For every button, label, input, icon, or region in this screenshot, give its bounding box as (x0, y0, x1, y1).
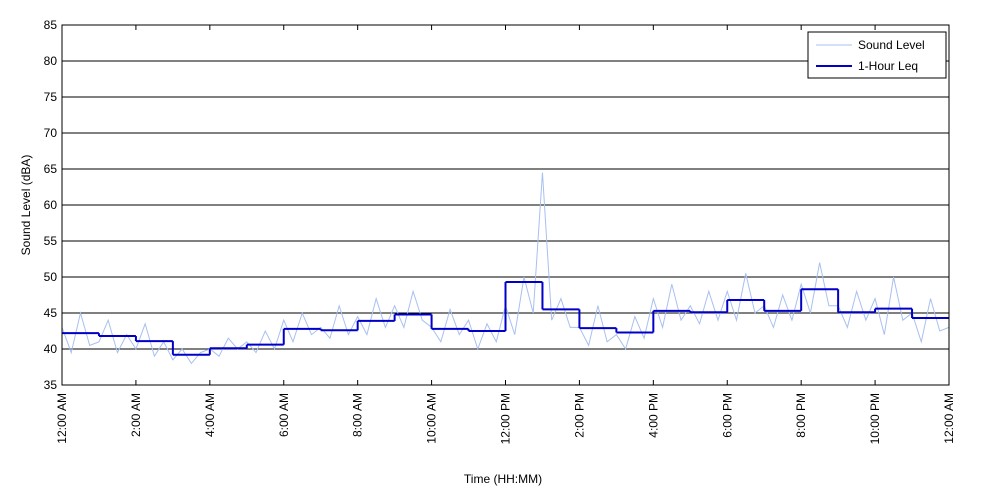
x-tick-label: 6:00 PM (720, 393, 734, 438)
y-tick-label: 85 (44, 18, 58, 32)
legend-label: 1-Hour Leq (858, 59, 918, 73)
y-tick-label: 70 (44, 126, 58, 140)
x-tick-label: 2:00 AM (129, 393, 143, 437)
y-tick-label: 65 (44, 162, 58, 176)
x-tick-label: 8:00 AM (351, 393, 365, 437)
y-tick-label: 55 (44, 234, 58, 248)
x-tick-label: 4:00 AM (203, 393, 217, 437)
x-tick-label: 2:00 PM (572, 393, 586, 438)
y-tick-label: 45 (44, 306, 58, 320)
plot-frame (61, 24, 950, 386)
legend-label: Sound Level (858, 38, 925, 52)
x-tick-label: 12:00 AM (55, 393, 69, 444)
x-tick-label: 10:00 PM (868, 393, 882, 444)
x-tick-label: 12:00 PM (499, 393, 513, 444)
y-tick-label: 60 (44, 198, 58, 212)
legend-box (807, 31, 947, 79)
x-tick-label: 4:00 PM (646, 393, 660, 438)
y-tick-label: 80 (44, 54, 58, 68)
x-tick-label: 12:00 AM (942, 393, 956, 444)
y-tick-label: 75 (44, 90, 58, 104)
x-tick-label: 6:00 AM (277, 393, 291, 437)
x-axis-label: Time (HH:MM) (464, 472, 542, 486)
y-tick-label: 40 (44, 342, 58, 356)
y-axis-label: Sound Level (dBA) (19, 155, 33, 256)
line (61, 172, 950, 365)
x-tick-label: 10:00 AM (425, 393, 439, 444)
x-tick-label: 8:00 PM (794, 393, 808, 438)
y-tick-label: 35 (44, 378, 58, 392)
y-tick-label: 50 (44, 270, 58, 284)
